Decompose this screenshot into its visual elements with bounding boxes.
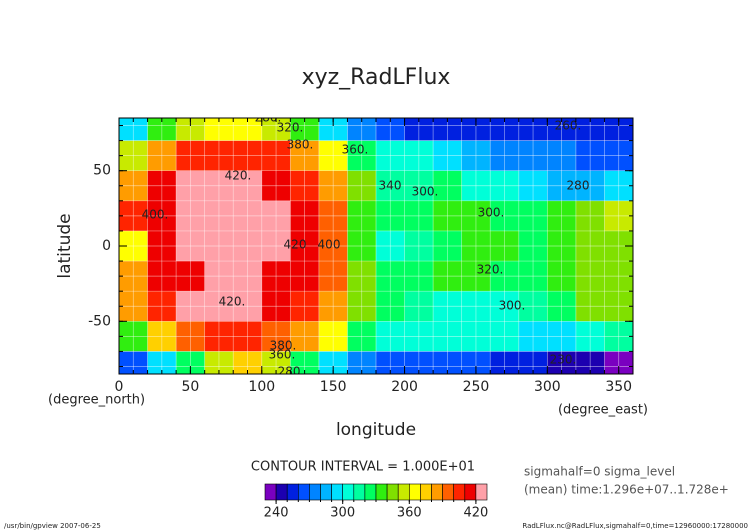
contour-label: 260. bbox=[555, 119, 582, 133]
colorbar: 240 300 360 420 bbox=[264, 483, 488, 521]
contour-label: 320. bbox=[277, 121, 304, 135]
colorbar-tick-label: 420 bbox=[463, 506, 488, 521]
contour-label: 400 bbox=[318, 238, 341, 252]
contour-label: 360. bbox=[269, 348, 296, 362]
contour-label: 420. bbox=[219, 295, 246, 309]
colorbar-box bbox=[386, 483, 399, 501]
colorbar-box bbox=[442, 483, 455, 501]
colorbar-tick-label: 300 bbox=[330, 506, 355, 521]
colorbar-box bbox=[408, 483, 421, 501]
colorbar-box bbox=[297, 483, 310, 501]
footer-right: RadLFlux.nc@RadLFlux,sigmahalf=0,time=12… bbox=[522, 522, 748, 530]
contour-label: 300. bbox=[478, 206, 505, 220]
contour-label: 380. bbox=[287, 138, 314, 152]
colorbar-box bbox=[353, 483, 366, 501]
x-tick-label: 50 bbox=[181, 379, 199, 395]
colorbar-box bbox=[320, 483, 332, 501]
colorbar-box bbox=[331, 483, 344, 501]
contour-label: 420 bbox=[284, 238, 307, 252]
x-units: (degree_east) bbox=[558, 403, 648, 418]
footer-left: /usr/bin/gpview 2007-06-25 bbox=[4, 522, 101, 530]
colorbar-box bbox=[275, 483, 288, 501]
x-tick-label: 100 bbox=[248, 379, 275, 395]
colorbar-tick-label: 240 bbox=[264, 506, 289, 521]
y-axis-title: latitude bbox=[55, 213, 75, 278]
note: sigmahalf=0 sigma_level bbox=[524, 465, 675, 479]
x-tick-label: 150 bbox=[320, 379, 347, 395]
y-tick-label: 50 bbox=[93, 163, 111, 179]
colorbar-box bbox=[397, 483, 410, 501]
x-tick-label: 250 bbox=[463, 379, 490, 395]
chart-title: xyz_RadLFlux bbox=[302, 65, 451, 90]
contour-label: 280 bbox=[567, 179, 590, 193]
contour-label: 420. bbox=[225, 169, 252, 183]
colorbar-box bbox=[431, 483, 443, 501]
colorbar-box bbox=[286, 483, 299, 501]
colorbar-box bbox=[464, 483, 477, 501]
contour-label: 380. bbox=[270, 339, 297, 353]
note: (mean) time:1.296e+07..1.728e+ bbox=[524, 483, 729, 497]
x-tick-label: 300 bbox=[534, 379, 561, 395]
colorbar-box bbox=[420, 483, 432, 501]
colorbar-box bbox=[475, 483, 488, 501]
colorbar-box bbox=[364, 483, 377, 501]
y-units: (degree_north) bbox=[48, 393, 145, 408]
contour-label: 280. bbox=[278, 365, 305, 379]
contour-label: 360. bbox=[342, 143, 369, 157]
colorbar-box bbox=[453, 483, 466, 501]
colorbar-box bbox=[342, 483, 355, 501]
colorbar-box bbox=[264, 483, 277, 501]
colorbar-tick-label: 360 bbox=[397, 506, 422, 521]
contour-label: 400. bbox=[142, 208, 169, 222]
contour-label: 300. bbox=[412, 185, 439, 199]
contour-label: 230. bbox=[550, 353, 577, 367]
contour-label: 320. bbox=[477, 263, 504, 277]
contour-interval: CONTOUR INTERVAL = 1.000E+01 bbox=[251, 460, 475, 475]
x-axis-title: longitude bbox=[336, 420, 416, 440]
contour-label: 300. bbox=[499, 299, 526, 313]
colorbar-box bbox=[309, 483, 321, 501]
colorbar-box bbox=[375, 483, 388, 501]
x-tick-label: 200 bbox=[391, 379, 418, 395]
y-tick-label: 0 bbox=[102, 238, 111, 254]
y-tick-label: -50 bbox=[88, 313, 111, 329]
contour-label: 280. bbox=[255, 111, 282, 125]
x-tick-label: 350 bbox=[605, 379, 632, 395]
contour-label: 340 bbox=[379, 179, 402, 193]
x-tick-label: 0 bbox=[115, 379, 124, 395]
